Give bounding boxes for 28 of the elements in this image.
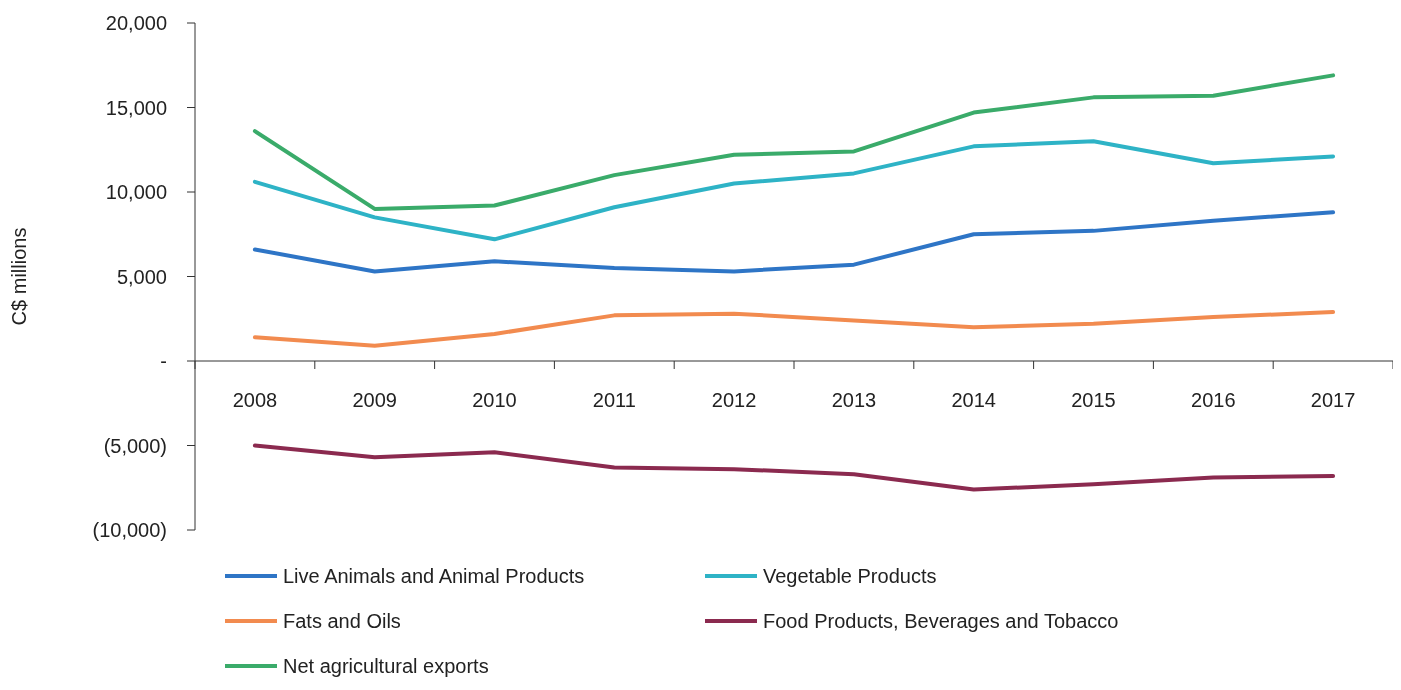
legend-label: Vegetable Products [763,565,937,587]
y-tick-label: (5,000) [103,434,167,457]
x-tick-label: 2011 [592,389,636,411]
x-tick-label: 2009 [352,389,397,411]
y-tick-label: 20,000 [105,12,167,34]
line-series [252,139,1336,242]
x-tick-label: 2017 [1310,389,1356,411]
legend-label: Live Animals and Animal Products [283,565,585,587]
line-series [252,309,1336,348]
legend-label: Fats and Oils [283,610,401,632]
y-tick-label: (10,000) [92,519,167,541]
y-tick-label: - [160,350,167,372]
x-tick-label: 2010 [472,389,517,411]
y-tick-label: 5,000 [116,265,167,288]
line-series [252,210,1336,274]
y-axis-title: C$ millions [8,227,30,326]
x-tick-label: 2015 [1071,389,1116,411]
x-tick-label: 2014 [951,389,996,411]
line-series [252,443,1336,492]
x-tick-label: 2012 [711,389,757,411]
x-tick-label: 2013 [831,389,877,411]
y-tick-label: 10,000 [105,181,167,203]
x-tick-label: 2008 [232,389,278,411]
legend-label: Net agricultural exports [283,655,489,677]
x-tick-label: 2016 [1191,389,1236,411]
y-tick-label: 15,000 [105,96,167,119]
line-series [252,73,1336,211]
legend-label: Food Products, Beverages and Tobacco [763,610,1119,632]
